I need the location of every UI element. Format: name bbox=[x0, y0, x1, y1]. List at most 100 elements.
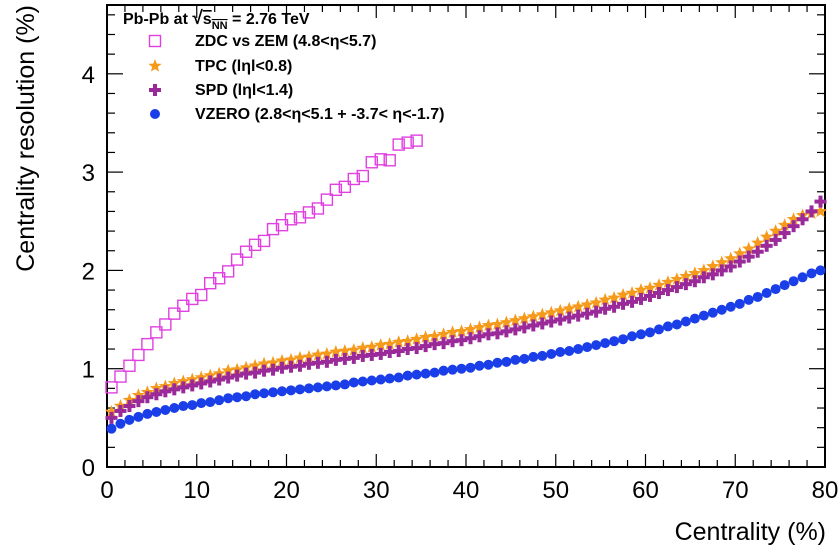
data-point bbox=[259, 388, 270, 399]
data-point bbox=[608, 300, 621, 313]
data-point bbox=[572, 309, 585, 322]
data-point bbox=[743, 294, 754, 305]
y-tick-label: 2 bbox=[82, 258, 95, 285]
data-point bbox=[409, 332, 424, 345]
data-point bbox=[239, 245, 253, 258]
data-point bbox=[652, 287, 665, 300]
data-point bbox=[133, 411, 144, 422]
y-axis-label: Centrality resolution (%) bbox=[12, 5, 40, 272]
data-point bbox=[779, 280, 790, 291]
data-point bbox=[698, 310, 709, 321]
data-point bbox=[176, 374, 190, 388]
data-point bbox=[257, 356, 271, 370]
data-point bbox=[770, 284, 781, 295]
data-point bbox=[383, 154, 396, 167]
data-point bbox=[168, 383, 181, 396]
data-point bbox=[509, 323, 522, 336]
data-point bbox=[277, 386, 288, 397]
data-point bbox=[311, 356, 324, 369]
data-point bbox=[437, 337, 450, 350]
data-point bbox=[356, 169, 369, 183]
data-point bbox=[420, 368, 431, 379]
data-point bbox=[555, 346, 566, 357]
data-point bbox=[186, 379, 199, 392]
data-point bbox=[706, 268, 719, 281]
data-point bbox=[249, 366, 262, 379]
data-point bbox=[573, 344, 584, 355]
x-axis-label: Centrality (%) bbox=[675, 518, 826, 546]
data-point bbox=[392, 345, 405, 358]
data-point bbox=[123, 400, 136, 413]
data-point bbox=[177, 299, 190, 312]
legend-marker bbox=[149, 84, 161, 96]
data-point bbox=[653, 324, 664, 335]
data-point bbox=[544, 305, 558, 319]
data-point bbox=[212, 272, 226, 285]
data-point bbox=[697, 263, 711, 277]
data-point bbox=[814, 195, 827, 208]
data-point bbox=[777, 218, 792, 231]
data-point bbox=[142, 408, 153, 419]
data-point bbox=[320, 355, 333, 368]
data-point bbox=[553, 303, 567, 317]
data-point bbox=[492, 357, 503, 368]
data-point bbox=[410, 342, 423, 355]
y-tick-label: 3 bbox=[82, 160, 95, 187]
data-point bbox=[671, 319, 682, 330]
legend: Pb-Pb at √sNN = 2.76 TeV ZDC vs ZEM (4.8… bbox=[123, 8, 444, 123]
data-point bbox=[688, 275, 701, 288]
data-point bbox=[517, 311, 531, 325]
data-point bbox=[204, 375, 217, 388]
data-point bbox=[670, 281, 683, 294]
data-point bbox=[275, 353, 289, 367]
data-point bbox=[571, 299, 585, 313]
header-prefix: Pb-Pb at bbox=[123, 11, 192, 28]
header-s-letter: s bbox=[203, 11, 212, 28]
data-point bbox=[635, 292, 648, 305]
data-point bbox=[347, 343, 361, 356]
data-point bbox=[418, 330, 433, 343]
data-point bbox=[526, 309, 540, 323]
series-2 bbox=[104, 204, 828, 418]
data-point bbox=[725, 301, 736, 312]
data-point bbox=[223, 393, 234, 404]
data-point bbox=[266, 222, 280, 236]
data-point bbox=[697, 271, 710, 284]
data-point bbox=[159, 385, 172, 398]
data-point bbox=[724, 251, 738, 265]
data-point bbox=[131, 388, 146, 401]
data-point bbox=[797, 272, 808, 283]
legend-label: SPD (lηl<1.4) bbox=[195, 82, 293, 99]
data-point bbox=[221, 363, 235, 377]
data-point bbox=[374, 153, 387, 166]
data-point bbox=[661, 284, 674, 297]
data-point bbox=[294, 384, 305, 395]
data-point bbox=[689, 313, 700, 324]
data-point bbox=[427, 329, 442, 342]
x-tick-label: 50 bbox=[542, 477, 569, 504]
data-point bbox=[581, 307, 594, 320]
data-point bbox=[213, 373, 226, 386]
data-point bbox=[205, 397, 216, 408]
data-point bbox=[330, 380, 341, 391]
data-point bbox=[742, 250, 755, 263]
data-point bbox=[338, 180, 352, 194]
data-point bbox=[769, 233, 782, 246]
legend-label: VZERO (2.8<η<5.1 + -3.7< η<-1.7) bbox=[195, 106, 444, 123]
data-point bbox=[311, 347, 325, 361]
data-point bbox=[241, 391, 252, 402]
data-point bbox=[356, 341, 370, 354]
data-point bbox=[177, 381, 190, 394]
data-point bbox=[329, 344, 343, 358]
data-point bbox=[707, 307, 718, 318]
data-point bbox=[239, 360, 253, 374]
data-point bbox=[338, 344, 352, 357]
data-point bbox=[231, 369, 244, 382]
data-point bbox=[411, 369, 422, 380]
data-point bbox=[214, 395, 225, 406]
data-point bbox=[546, 348, 557, 359]
data-point bbox=[454, 324, 469, 338]
header-suffix: = 2.76 TeV bbox=[228, 11, 310, 28]
data-point bbox=[473, 330, 486, 343]
